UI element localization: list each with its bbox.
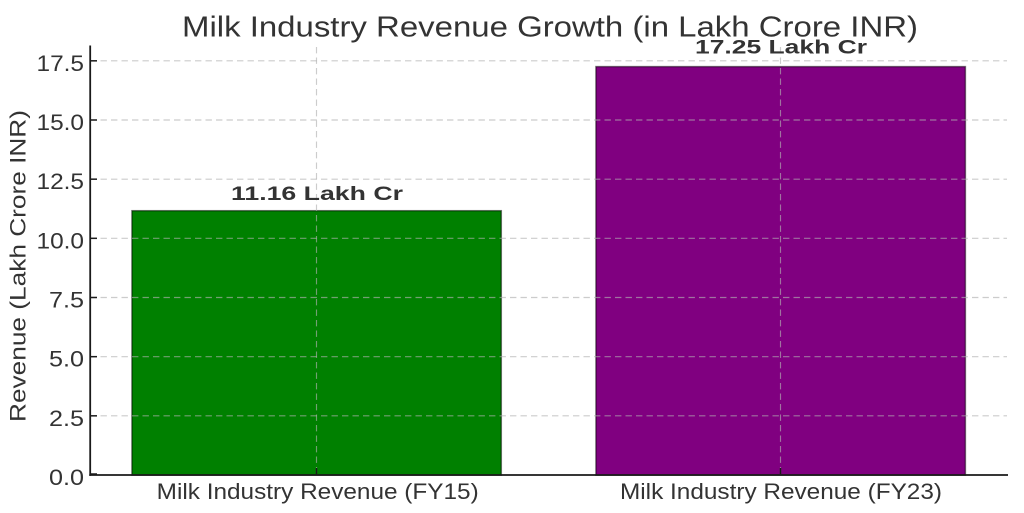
svg-text:Milk Industry Revenue (FY15): Milk Industry Revenue (FY15) xyxy=(157,479,479,504)
svg-text:17.25 Lakh Cr: 17.25 Lakh Cr xyxy=(695,38,868,59)
svg-text:5.0: 5.0 xyxy=(49,347,84,372)
svg-text:Milk Industry Revenue (FY23): Milk Industry Revenue (FY23) xyxy=(620,479,942,504)
svg-text:Milk Industry Revenue Growth (: Milk Industry Revenue Growth (in Lakh Cr… xyxy=(182,12,918,44)
svg-text:17.5: 17.5 xyxy=(37,51,85,76)
svg-text:2.5: 2.5 xyxy=(49,406,84,431)
svg-text:12.5: 12.5 xyxy=(37,169,85,194)
svg-text:10.0: 10.0 xyxy=(37,228,85,253)
svg-text:11.16 Lakh Cr: 11.16 Lakh Cr xyxy=(231,184,404,205)
svg-text:Revenue (Lakh Crore INR): Revenue (Lakh Crore INR) xyxy=(6,110,31,422)
svg-text:0.0: 0.0 xyxy=(49,465,84,490)
svg-text:7.5: 7.5 xyxy=(49,288,84,313)
svg-text:15.0: 15.0 xyxy=(37,110,85,135)
